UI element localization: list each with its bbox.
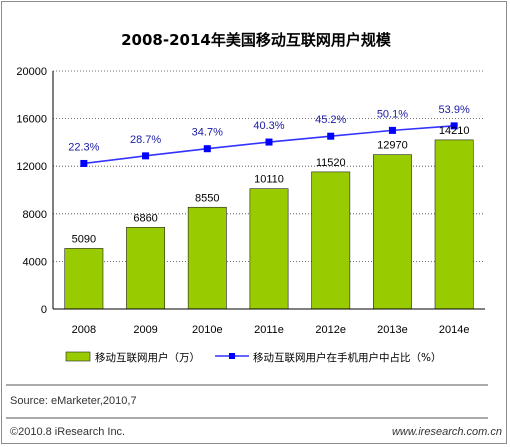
bar (187, 206, 227, 310)
share-marker (327, 132, 335, 140)
bar-value-label: 8550 (195, 192, 219, 204)
x-tick-label: 2009 (133, 324, 157, 336)
bar-value-label: 6860 (133, 212, 157, 224)
y-tick-label: 0 (41, 304, 47, 316)
data-labels: 5090 6860 8550 10110 11520 12970 14210 22.3% 28.… (68, 104, 470, 246)
gridlines (53, 70, 485, 262)
bar (372, 154, 412, 310)
bar-value-label: 10110 (254, 174, 284, 186)
share-value-label: 50.1% (377, 108, 408, 120)
chart-title: 2008-2014年美国移动互联网用户规模 (121, 31, 392, 49)
y-tick-label: 4000 (23, 256, 47, 268)
x-tick-label: 2010e (192, 324, 223, 336)
share-marker (388, 126, 396, 134)
legend-line-marker (229, 353, 235, 359)
bar-series (64, 139, 474, 310)
legend-line-label: 移动互联网用户在手机用户中占比（%） (253, 351, 441, 364)
x-tick-label: 2014e (439, 324, 470, 336)
footer-copyright: ©2010.8 iResearch Inc. (10, 426, 125, 438)
share-value-label: 28.7% (130, 134, 161, 146)
share-marker (80, 159, 88, 167)
bar-value-label: 14210 (439, 125, 470, 137)
share-marker (265, 138, 273, 146)
footer-source: Source: eMarketer,2010,7 (10, 395, 137, 407)
bar (249, 188, 289, 310)
bar-value-label: 11520 (316, 157, 346, 169)
x-tick-label: 2008 (72, 324, 96, 336)
share-value-label: 22.3% (68, 141, 99, 153)
share-value-label: 34.7% (192, 127, 223, 139)
x-tick-label: 2013e (377, 324, 408, 336)
axes: 0 4000 8000 12000 16000 20000 2008 2009 2010e 201… (16, 66, 485, 336)
y-tick-label: 16000 (16, 114, 47, 126)
x-tick-label: 2012e (315, 324, 346, 336)
y-tick-label: 20000 (16, 66, 47, 78)
share-marker (450, 122, 458, 130)
legend-bar-swatch (65, 351, 91, 362)
bar (126, 227, 166, 310)
legend: 移动互联网用户（万） 移动互联网用户在手机用户中占比（%） (65, 351, 441, 364)
x-tick-label: 2011e (254, 324, 284, 336)
bar-value-label: 5090 (72, 233, 96, 245)
footer-url: www.iresearch.com.cn (392, 426, 502, 438)
share-value-label: 53.9% (439, 104, 470, 116)
legend-bar-label: 移动互联网用户（万） (95, 351, 200, 364)
share-marker (203, 145, 211, 153)
y-tick-label: 12000 (16, 161, 47, 173)
share-value-label: 40.3% (253, 120, 284, 132)
bar (311, 171, 351, 310)
line-series (80, 122, 458, 167)
share-value-label: 45.2% (315, 114, 346, 126)
bar (64, 248, 104, 310)
share-marker (142, 152, 150, 160)
bar-value-label: 12970 (377, 140, 408, 152)
y-tick-label: 8000 (23, 209, 47, 221)
bar (434, 139, 474, 310)
